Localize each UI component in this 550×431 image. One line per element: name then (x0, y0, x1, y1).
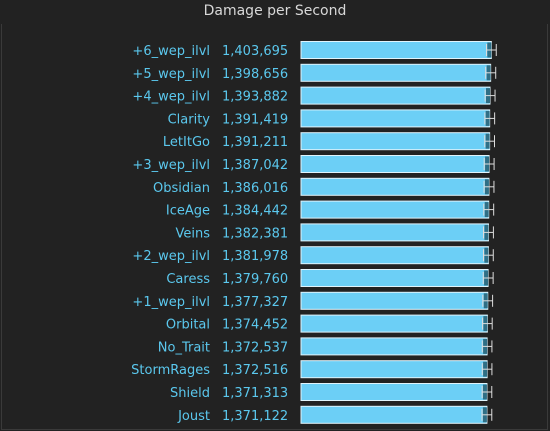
category-label: Obsidian (153, 181, 210, 196)
value-label: 1,372,537 (222, 340, 288, 355)
chart-title: Damage per Second (203, 3, 347, 19)
category-label: StormRages (131, 363, 210, 378)
bar-row: Veins 1,382,381 (175, 223, 494, 242)
error-bar (481, 340, 493, 353)
category-label: LetItGo (163, 135, 210, 150)
bar (300, 246, 489, 265)
value-label: 1,374,452 (222, 318, 288, 333)
error-bar (484, 89, 496, 102)
error-bar (485, 66, 497, 79)
category-label: Joust (177, 409, 210, 424)
value-label: 1,391,419 (222, 112, 288, 127)
category-label: Shield (170, 386, 210, 401)
bar-row: LetItGo 1,391,211 (163, 132, 495, 151)
value-label: 1,386,016 (222, 181, 288, 196)
error-bar (484, 112, 496, 125)
bar-row: IceAge 1,384,442 (166, 200, 495, 219)
error-bar (484, 135, 495, 148)
bar-row: +5_wep_ilvl 1,398,656 (132, 63, 497, 82)
category-label: Clarity (168, 112, 211, 127)
bar (300, 41, 492, 59)
value-label: 1,382,381 (222, 226, 288, 241)
error-bar (482, 272, 494, 284)
error-bar (485, 44, 497, 56)
bar-row: Clarity 1,391,419 (168, 109, 496, 128)
error-bar (483, 158, 495, 170)
bar (300, 405, 488, 424)
bar (300, 155, 490, 173)
category-label: No_Trait (158, 340, 210, 355)
bar-row: Joust 1,371,122 (177, 405, 493, 424)
bar (300, 314, 488, 333)
bar (300, 132, 491, 151)
value-label: 1,371,313 (222, 386, 288, 401)
bar-row: Shield 1,371,313 (170, 383, 493, 401)
bar (300, 63, 492, 82)
bar (300, 337, 488, 356)
bar (300, 177, 490, 196)
category-label: Veins (175, 226, 210, 241)
bar-row: Orbital 1,374,452 (166, 314, 493, 333)
value-label: 1,379,760 (222, 272, 288, 287)
category-label: +6_wep_ilvl (132, 44, 210, 59)
bar-row: Caress 1,379,760 (166, 269, 494, 287)
value-label: 1,387,042 (222, 158, 288, 173)
bar (300, 291, 489, 310)
error-bar (483, 226, 494, 239)
value-label: 1,403,695 (222, 44, 288, 59)
error-bar (483, 249, 494, 262)
bar (300, 86, 491, 105)
error-bar (482, 317, 493, 330)
bar (300, 223, 489, 242)
bar-row: Obsidian 1,386,016 (153, 177, 495, 196)
value-label: 1,393,882 (222, 90, 288, 105)
category-label: Orbital (166, 318, 210, 333)
bar-row: +4_wep_ilvl 1,393,882 (132, 86, 496, 105)
category-label: +5_wep_ilvl (132, 67, 210, 82)
value-label: 1,377,327 (222, 295, 288, 310)
category-label: +3_wep_ilvl (132, 158, 210, 173)
bar (300, 269, 489, 287)
error-bar (483, 203, 495, 216)
error-bar (481, 408, 493, 421)
bar (300, 383, 488, 401)
bar-row: +2_wep_ilvl 1,381,978 (132, 246, 494, 265)
bar-row: +1_wep_ilvl 1,377,327 (132, 291, 494, 310)
category-label: IceAge (166, 204, 210, 219)
error-bar (481, 363, 493, 376)
bar (300, 200, 490, 219)
bar-row: No_Trait 1,372,537 (158, 337, 493, 356)
value-label: 1,371,122 (222, 409, 288, 424)
bar (300, 360, 488, 379)
value-label: 1,398,656 (222, 67, 288, 82)
bar (300, 109, 491, 128)
chart-panel (1, 24, 548, 430)
category-label: +1_wep_ilvl (132, 295, 210, 310)
error-bar (482, 294, 494, 307)
bar-row: +3_wep_ilvl 1,387,042 (132, 155, 495, 173)
category-label: Caress (166, 272, 210, 287)
value-label: 1,372,516 (222, 363, 288, 378)
value-label: 1,381,978 (222, 249, 288, 264)
value-label: 1,384,442 (222, 204, 288, 219)
category-label: +4_wep_ilvl (132, 90, 210, 105)
bar-row: StormRages 1,372,516 (131, 360, 493, 379)
value-label: 1,391,211 (222, 135, 288, 150)
error-bar (481, 386, 493, 398)
category-label: +2_wep_ilvl (132, 249, 210, 264)
bar-row: +6_wep_ilvl 1,403,695 (132, 41, 497, 59)
error-bar (483, 180, 495, 193)
